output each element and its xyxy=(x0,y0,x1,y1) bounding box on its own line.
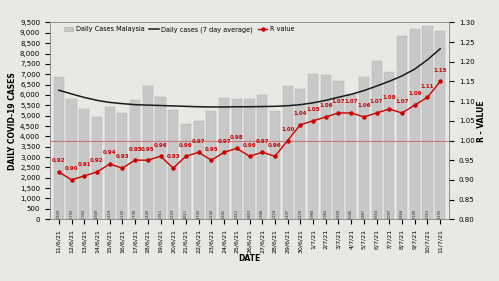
Text: 0.97: 0.97 xyxy=(217,139,231,144)
Text: 1.05: 1.05 xyxy=(306,107,320,112)
Bar xyxy=(66,99,77,219)
Bar xyxy=(422,26,433,219)
Text: 6,440: 6,440 xyxy=(146,209,150,219)
Text: 6,276: 6,276 xyxy=(298,209,302,219)
Bar xyxy=(321,75,331,219)
Y-axis label: DAILY COVID-19 CASES: DAILY COVID-19 CASES xyxy=(8,72,17,170)
Text: 8,868: 8,868 xyxy=(400,209,404,219)
Text: 5,841: 5,841 xyxy=(222,209,226,219)
Text: 6,988: 6,988 xyxy=(311,209,315,219)
Text: 0.92: 0.92 xyxy=(90,158,104,163)
Text: 0.98: 0.98 xyxy=(230,135,244,140)
Text: 1.07: 1.07 xyxy=(395,99,409,104)
Text: 0.95: 0.95 xyxy=(128,146,142,151)
Text: 0.96: 0.96 xyxy=(154,142,167,148)
Bar xyxy=(372,61,382,219)
Text: 0.97: 0.97 xyxy=(192,139,206,144)
Text: 0.93: 0.93 xyxy=(116,154,129,159)
X-axis label: DATE: DATE xyxy=(239,254,260,263)
Text: 0.93: 0.93 xyxy=(166,154,180,159)
Bar xyxy=(308,74,318,219)
Bar xyxy=(206,111,217,219)
Text: 9,353: 9,353 xyxy=(426,209,430,219)
Text: 5,218: 5,218 xyxy=(273,209,277,219)
Text: 1.06: 1.06 xyxy=(357,103,371,108)
Bar xyxy=(295,89,305,219)
Bar xyxy=(282,86,293,219)
Text: 5,738: 5,738 xyxy=(133,209,137,219)
Text: 5,793: 5,793 xyxy=(69,209,73,219)
Text: 0.96: 0.96 xyxy=(179,142,193,148)
Text: 5,244: 5,244 xyxy=(210,209,214,219)
Text: 5,419: 5,419 xyxy=(108,209,112,219)
Text: 5,293: 5,293 xyxy=(171,209,175,219)
Text: 1.08: 1.08 xyxy=(383,95,396,100)
Bar xyxy=(257,95,267,219)
Text: 7,097: 7,097 xyxy=(387,209,391,219)
Bar xyxy=(219,98,229,219)
Text: 0.97: 0.97 xyxy=(255,139,269,144)
Bar xyxy=(181,124,191,219)
Text: 5,304: 5,304 xyxy=(82,209,86,219)
Bar xyxy=(410,29,420,219)
Bar xyxy=(245,99,254,219)
Text: 1.04: 1.04 xyxy=(293,111,307,116)
Text: 0.96: 0.96 xyxy=(243,142,256,148)
Text: 6,658: 6,658 xyxy=(336,209,340,219)
Bar xyxy=(54,77,64,219)
Text: 0.96: 0.96 xyxy=(268,142,282,148)
Bar xyxy=(117,113,127,219)
Text: 4,611: 4,611 xyxy=(184,209,188,219)
Bar xyxy=(143,86,153,219)
Text: 1.07: 1.07 xyxy=(344,99,358,104)
Bar xyxy=(105,107,115,219)
Text: 0.92: 0.92 xyxy=(52,158,65,163)
Bar xyxy=(92,117,102,219)
Text: 5,150: 5,150 xyxy=(120,209,124,219)
Text: 9,105: 9,105 xyxy=(438,209,442,219)
Text: 1.09: 1.09 xyxy=(408,91,422,96)
Bar xyxy=(397,36,407,219)
Bar xyxy=(79,109,89,219)
Text: 6,045: 6,045 xyxy=(349,209,353,219)
Text: 1.15: 1.15 xyxy=(434,68,447,73)
Text: 6,887: 6,887 xyxy=(362,209,366,219)
Bar xyxy=(270,111,280,219)
Text: 9,180: 9,180 xyxy=(413,209,417,219)
Text: 4,949: 4,949 xyxy=(95,209,99,219)
Bar xyxy=(168,110,178,219)
Text: 0.94: 0.94 xyxy=(103,150,116,155)
Text: 1.00: 1.00 xyxy=(281,127,294,132)
Text: 0.91: 0.91 xyxy=(77,162,91,167)
Text: 0.90: 0.90 xyxy=(65,166,78,171)
Text: 7,654: 7,654 xyxy=(375,209,379,219)
Text: 1.11: 1.11 xyxy=(421,83,434,89)
Bar xyxy=(346,94,356,219)
Bar xyxy=(333,81,344,219)
Legend: Daily Cases Malaysia, Daily cases (7 day average), R value: Daily Cases Malaysia, Daily cases (7 day… xyxy=(61,24,297,35)
Text: 6,849: 6,849 xyxy=(57,209,61,219)
Bar xyxy=(232,99,242,219)
Bar xyxy=(194,121,204,219)
Text: 1.06: 1.06 xyxy=(319,103,332,108)
Bar xyxy=(359,77,369,219)
Text: 5,911: 5,911 xyxy=(159,209,163,219)
Bar xyxy=(435,31,445,219)
Bar xyxy=(130,100,140,219)
Text: 5,803: 5,803 xyxy=(248,209,251,219)
Text: 0.95: 0.95 xyxy=(141,146,155,151)
Bar xyxy=(155,97,166,219)
Text: 1.07: 1.07 xyxy=(332,99,345,104)
Y-axis label: R - VALUE: R - VALUE xyxy=(478,100,487,142)
Text: 5,998: 5,998 xyxy=(260,209,264,219)
Bar xyxy=(384,72,394,219)
Text: 0.95: 0.95 xyxy=(205,146,218,151)
Text: 1.07: 1.07 xyxy=(370,99,383,104)
Text: 5,812: 5,812 xyxy=(235,209,239,219)
Text: 6,982: 6,982 xyxy=(324,209,328,219)
Text: 6,437: 6,437 xyxy=(285,209,289,219)
Text: 4,743: 4,743 xyxy=(197,209,201,219)
